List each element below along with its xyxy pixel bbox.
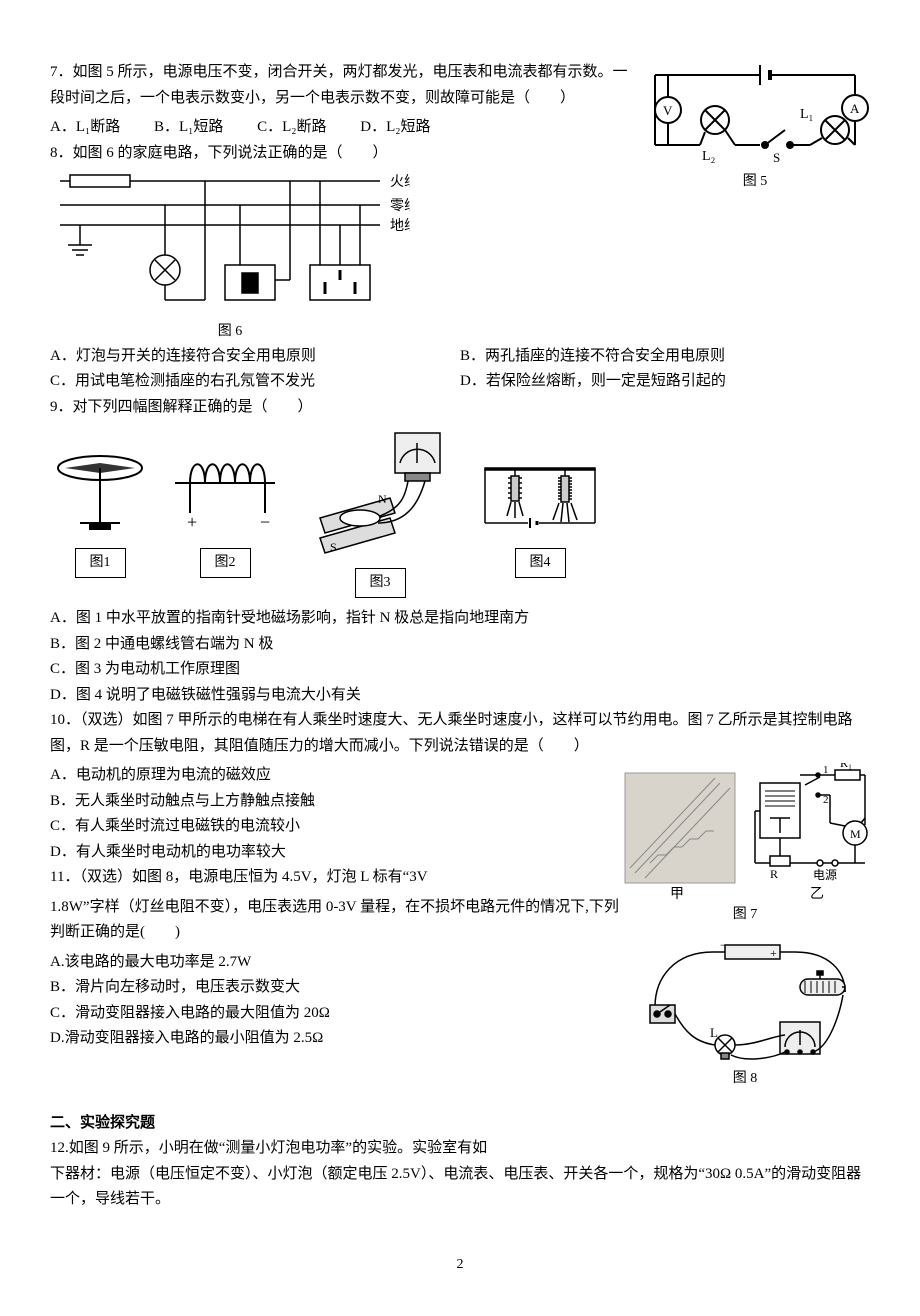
q11-optC: C．滑动变阻器接入电路的最大阻值为 20Ω [50, 1001, 620, 1027]
q8-optD: D．若保险丝熔断，则一定是短路引起的 [460, 369, 726, 395]
fig8-L: L [710, 1025, 718, 1040]
img3-svg: N S [300, 428, 460, 568]
q8-text: 8．如图 6 的家庭电路，下列说法正确的是（ ） [50, 141, 630, 167]
q10-optC: C．有人乘坐时流过电磁铁的电流较小 [50, 814, 620, 840]
fig7-block: 1 2 R₁ M R 电源 甲 乙 图 7 [620, 763, 870, 927]
fig7-jia: 甲 [670, 887, 684, 902]
img1-label: 图1 [75, 548, 126, 578]
q9-optB: B．图 2 中通电螺线管右端为 N 极 [50, 632, 870, 658]
fig6-svg: 火线 零线 地线 [50, 170, 410, 320]
q8-options2: C．用试电笔检测插座的右孔氖管不发光 D．若保险丝熔断，则一定是短路引起的 [50, 369, 870, 395]
fig7-svg: 1 2 R₁ M R 电源 甲 乙 [620, 763, 870, 903]
q9-optD: D．图 4 说明了电磁铁磁性强弱与电流大小有关 [50, 683, 870, 709]
q11-optB: B．滑片向左移动时，电压表示数变大 [50, 975, 620, 1001]
fig7-M: M [850, 827, 861, 841]
fig8-minus: − [720, 938, 727, 952]
q9-figures: 图1 + − 图2 [50, 428, 870, 598]
fig5-block: V A L₂ L₁ S 图 5 [640, 60, 870, 194]
img2-minus: − [260, 512, 270, 532]
fig5-col: V A L₂ L₁ S 图 5 [640, 60, 870, 194]
q12-text1: 12.如图 9 所示，小明在做“测量小灯泡电功率”的实验。实验室有如 [50, 1136, 870, 1162]
img1-svg [50, 428, 150, 548]
fig7-n1: 1 [823, 764, 829, 776]
q11-optA: A.该电路的最大电功率是 2.7W [50, 950, 620, 976]
fig6-neutral-label: 零线 [390, 198, 410, 214]
fig8-plus: + [770, 946, 777, 960]
fig6-ground-label: 地线 [390, 218, 410, 234]
img3-N: N [378, 492, 387, 506]
fig7-src: 电源 [813, 868, 837, 882]
q9-optA: A．图 1 中水平放置的指南针受地磁场影响，指针 N 极总是指向地理南方 [50, 606, 870, 632]
section2-title: 二、实验探究题 [50, 1111, 870, 1137]
img3-S: S [330, 540, 337, 554]
q7-optD: D．L₂短路 [360, 119, 430, 135]
q7-optC: C．L₂断路 [257, 119, 326, 135]
q8-optC: C．用试电笔检测插座的右孔氖管不发光 [50, 369, 460, 395]
fig6-block: 火线 零线 地线 图 6 [50, 170, 410, 344]
fig7-n2: 2 [823, 794, 829, 806]
q7-row: 7．如图 5 所示，电源电压不变，闭合开关，两灯都发光，电压表和电流表都有示数。… [50, 60, 870, 344]
fig8-label: 图 8 [733, 1067, 758, 1091]
fig7-R: R [770, 867, 778, 881]
q10-opts: A．电动机的原理为电流的磁效应 B．无人乘坐时动触点与上方静触点接触 C．有人乘… [50, 763, 620, 1052]
q10-optD: D．有人乘坐时电动机的电功率较大 [50, 840, 620, 866]
q7-options: A．L₁断路 B．L₁短路 C．L₂断路 D．L₂短路 [50, 115, 630, 141]
q8-optA: A．灯泡与开关的连接符合安全用电原则 [50, 344, 460, 370]
fig5-label: 图 5 [743, 170, 768, 194]
fig7-yi: 乙 [810, 886, 824, 902]
fig-img1: 图1 [50, 428, 150, 578]
fig-img4: 图4 [475, 428, 605, 578]
img4-label: 图4 [515, 548, 566, 578]
q11-text2: 1.8W”字样（灯丝电阻不变），电压表选用 0-3V 量程，在不损坏电路元件的情… [50, 895, 620, 946]
img2-label: 图2 [200, 548, 251, 578]
img4-svg [475, 428, 605, 548]
page-number: 2 [50, 1253, 870, 1277]
fig7-label: 图 7 [733, 903, 758, 927]
fig6-fire-label: 火线 [390, 174, 410, 190]
fig8-svg: + − L [635, 937, 855, 1067]
q7-text-col: 7．如图 5 所示，电源电压不变，闭合开关，两灯都发光，电压表和电流表都有示数。… [50, 60, 630, 344]
q8-optB: B．两孔插座的连接不符合安全用电原则 [460, 344, 725, 370]
fig5-L2: L₂ [702, 149, 716, 164]
q10-optB: B．无人乘坐时动触点与上方静触点接触 [50, 789, 620, 815]
fig5-V: V [663, 103, 673, 118]
fig6-label: 图 6 [218, 320, 243, 344]
q9-text: 9．对下列四幅图解释正确的是（ ） [50, 395, 870, 421]
img2-plus: + [187, 512, 197, 532]
fig7-R1: R₁ [840, 763, 852, 770]
img2-svg: + − [165, 428, 285, 548]
q11-optD: D.滑动变阻器接入电路的最小阻值为 2.5Ω [50, 1026, 620, 1052]
q7-text: 7．如图 5 所示，电源电压不变，闭合开关，两灯都发光，电压表和电流表都有示数。… [50, 60, 630, 111]
img3-label: 图3 [355, 568, 406, 598]
q10-text: 10．（双选）如图 7 甲所示的电梯在有人乘坐时速度大、无人乘坐时速度小，这样可… [50, 708, 870, 759]
fig-img2: + − 图2 [165, 428, 285, 578]
q10-optA: A．电动机的原理为电流的磁效应 [50, 763, 620, 789]
fig5-S: S [773, 150, 780, 165]
q7-optA: A．L₁断路 [50, 119, 120, 135]
fig5-A: A [850, 101, 860, 116]
q12-text2: 下器材：电源（电压恒定不变）、小灯泡（额定电压 2.5V）、电流表、电压表、开关… [50, 1162, 870, 1213]
fig5-L1: L₁ [800, 107, 813, 122]
fig5-svg: V A L₂ L₁ S [640, 60, 870, 170]
q9-optC: C．图 3 为电动机工作原理图 [50, 657, 870, 683]
q10-row: A．电动机的原理为电流的磁效应 B．无人乘坐时动触点与上方静触点接触 C．有人乘… [50, 763, 870, 1091]
fig8-block: + − L 图 8 [620, 937, 870, 1091]
q8-options: A．灯泡与开关的连接符合安全用电原则 B．两孔插座的连接不符合安全用电原则 [50, 344, 870, 370]
q7-optB: B．L₁短路 [154, 119, 223, 135]
q11-text1: 11．（双选）如图 8，电源电压恒为 4.5V，灯泡 L 标有“3V [50, 865, 620, 891]
fig-img3: N S 图3 [300, 428, 460, 598]
q10-figs: 1 2 R₁ M R 电源 甲 乙 图 7 [620, 763, 870, 1091]
